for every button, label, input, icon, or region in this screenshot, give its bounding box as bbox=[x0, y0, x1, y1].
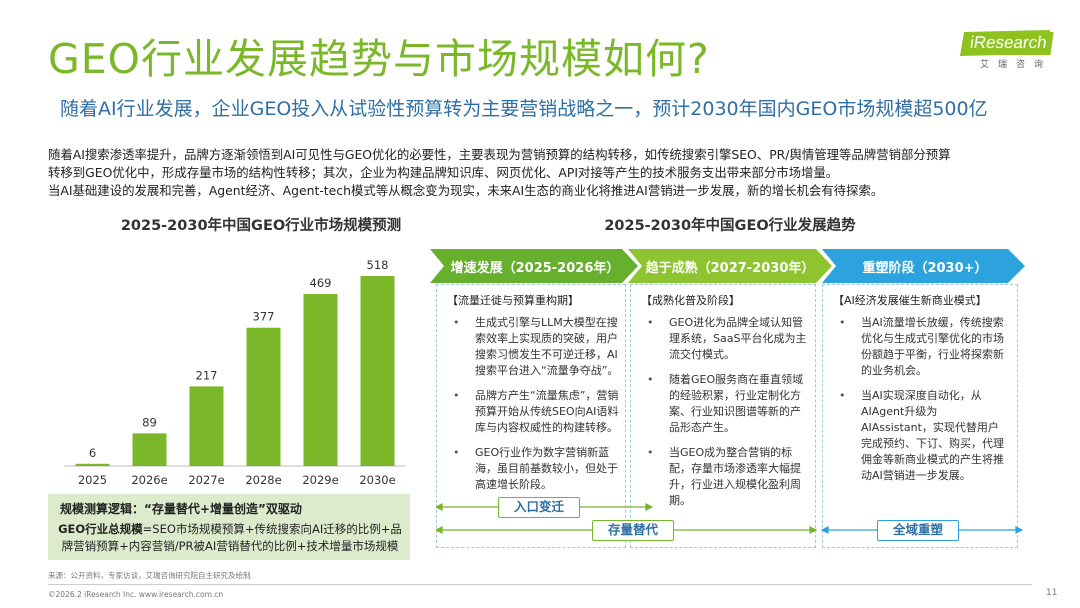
page-number: 11 bbox=[1046, 588, 1058, 598]
x-tick-label-2025: 2025 bbox=[78, 473, 107, 487]
list-item: 当GEO成为整合营销的标配，存量市场渗透率大幅提升，行业进入规模化盈利周期。 bbox=[645, 445, 809, 509]
data-label-2025: 6 bbox=[89, 446, 96, 460]
x-tick-label-2027e: 2027e bbox=[188, 473, 224, 487]
stage-1-heading: 【流量迁徙与预算重构期】 bbox=[447, 294, 579, 307]
stage-box-1: 【流量迁徙与预算重构期】 生成式引擎与LLM大模型在搜索效率上实现质的突破，用户… bbox=[436, 284, 626, 548]
global-reshape-tag: 全域重塑 bbox=[877, 520, 959, 541]
list-item: 当AI流量增长放缓，传统搜索优化与生成式引擎优化的市场份额趋于平衡，行业将探索新… bbox=[837, 315, 1009, 379]
logo-subtitle: 艾瑞咨询 bbox=[980, 60, 1053, 70]
intro-line-1: 随着AI搜索渗透率提升，品牌方逐渐领悟到AI可见性与GEO优化的必要性，主要表现… bbox=[48, 147, 951, 162]
intro-line-2: 转移到GEO优化中，形成存量市场的结构性转移；其次，企业为构建品牌知识库、网页优… bbox=[48, 165, 839, 180]
stage-label-2: 趋于成熟（2027-2030年） bbox=[645, 261, 815, 276]
stage-3-heading: 【AI经济发展催生新商业模式】 bbox=[833, 294, 987, 307]
data-label-2028e: 377 bbox=[253, 310, 275, 324]
logic-formula-text: =SEO市场规模预算+传统搜索向AI迁移的比例+品牌营销预算+内容营销/PR被A… bbox=[61, 522, 402, 553]
list-item: GEO行业作为数字营销新蓝海，虽目前基数较小，但处于高速增长阶段。 bbox=[451, 445, 619, 493]
list-item: GEO进化为品牌全域认知管理系统，SaaS平台化成为主流交付模式。 bbox=[645, 315, 809, 363]
entry-shift-tag: 入口变迁 bbox=[498, 497, 580, 518]
logo-wordmark: iResearch bbox=[964, 32, 1054, 55]
stage-box-3: 【AI经济发展催生新商业模式】 当AI流量增长放缓，传统搜索优化与生成式引擎优化… bbox=[822, 284, 1018, 548]
page-subtitle: 随着AI行业发展，企业GEO投入从试验性预算转为主要营销战略之一，预计2030年… bbox=[60, 98, 988, 120]
market-size-bar-chart: 6 2025 89 2026e 217 2027e 377 2028e 469 2029e 518 2… bbox=[64, 258, 406, 487]
x-tick-label-2030e: 2030e bbox=[359, 473, 395, 487]
stock-substitution-tag: 存量替代 bbox=[592, 520, 674, 541]
bar-2028e bbox=[246, 327, 281, 466]
stage-2-heading: 【成熟化普及阶段】 bbox=[641, 294, 740, 307]
stage-arrow-1-shape bbox=[430, 249, 638, 283]
data-label-2027e: 217 bbox=[196, 368, 218, 382]
list-item: 品牌方产生“流量焦虑”，营销预算开始从传统SEO向AI语料库与内容权威性的构建转… bbox=[451, 388, 619, 436]
list-item: 生成式引擎与LLM大模型在搜索效率上实现质的突破，用户搜索习惯发生不可逆迁移，A… bbox=[451, 315, 619, 379]
stage-box-2: 【成熟化普及阶段】 GEO进化为品牌全域认知管理系统，SaaS平台化成为主流交付… bbox=[630, 284, 816, 548]
bar-2025 bbox=[75, 463, 110, 466]
list-item: 随着GEO服务商在垂直领域的经验积累，行业定制化方案、行业知识图谱等新的产品形态… bbox=[645, 372, 809, 436]
intro-line-3: 当AI基础建设的发展和完善，Agent经济、Agent-tech模式等从概念变为… bbox=[48, 183, 884, 198]
intro-text: 随着AI搜索渗透率提升，品牌方逐渐领悟到AI可见性与GEO优化的必要性，主要表现… bbox=[48, 146, 1038, 200]
data-label-2030e: 518 bbox=[367, 258, 389, 272]
stage-label-3: 重塑阶段（2030+） bbox=[862, 261, 988, 276]
copyright: ©2026.2 iResearch Inc. www.iresearch.com… bbox=[48, 590, 224, 599]
iresearch-logo: iResearch 艾瑞咨询 bbox=[958, 30, 1054, 74]
footer-divider bbox=[48, 584, 1032, 585]
bar-2030e bbox=[360, 276, 395, 466]
stage-arrow-2-shape bbox=[628, 249, 832, 283]
stage-1-list: 生成式引擎与LLM大模型在搜索效率上实现质的突破，用户搜索习惯发生不可逆迁移，A… bbox=[451, 315, 619, 502]
logic-formula-label: GEO行业总规模 bbox=[58, 522, 143, 536]
list-item: 当AI实现深度自动化，从AIAgent升级为AIAssistant，实现代替用户… bbox=[837, 388, 1009, 484]
data-label-2026e: 89 bbox=[142, 415, 157, 429]
bar-2026e bbox=[132, 433, 167, 466]
stage-label-1: 增速发展（2025-2026年） bbox=[450, 261, 620, 276]
stage-arrow-3-shape bbox=[822, 249, 1025, 283]
page-title: GEO行业发展趋势与市场规模如何? bbox=[48, 35, 710, 83]
stage-2-list: GEO进化为品牌全域认知管理系统，SaaS平台化成为主流交付模式。 随着GEO服… bbox=[645, 315, 809, 518]
trend-title: 2025-2030年中国GEO行业发展趋势 bbox=[604, 218, 856, 234]
x-tick-label-2029e: 2029e bbox=[302, 473, 338, 487]
chart-title: 2025-2030年中国GEO行业市场规模预测 bbox=[120, 218, 402, 234]
x-tick-label-2028e: 2028e bbox=[245, 473, 281, 487]
source-note: 来源：公开资料，专家访谈，艾瑞咨询研究院自主研究及绘制 bbox=[48, 571, 251, 580]
bar-2029e bbox=[303, 293, 338, 466]
logic-title: 规模测算逻辑：“存量替代+增量创造”双驱动 bbox=[60, 502, 302, 516]
bar-2027e bbox=[189, 386, 224, 466]
logic-formula: GEO行业总规模=SEO市场规模预算+传统搜索向AI迁移的比例+品牌营销预算+内… bbox=[58, 521, 402, 555]
estimation-logic-box: 规模测算逻辑：“存量替代+增量创造”双驱动 GEO行业总规模=SEO市场规模预算… bbox=[48, 494, 410, 560]
stage-arrows bbox=[430, 249, 1025, 283]
x-tick-label-2026e: 2026e bbox=[131, 473, 167, 487]
stage-3-list: 当AI流量增长放缓，传统搜索优化与生成式引擎优化的市场份额趋于平衡，行业将探索新… bbox=[837, 315, 1009, 493]
data-label-2029e: 469 bbox=[310, 276, 332, 290]
